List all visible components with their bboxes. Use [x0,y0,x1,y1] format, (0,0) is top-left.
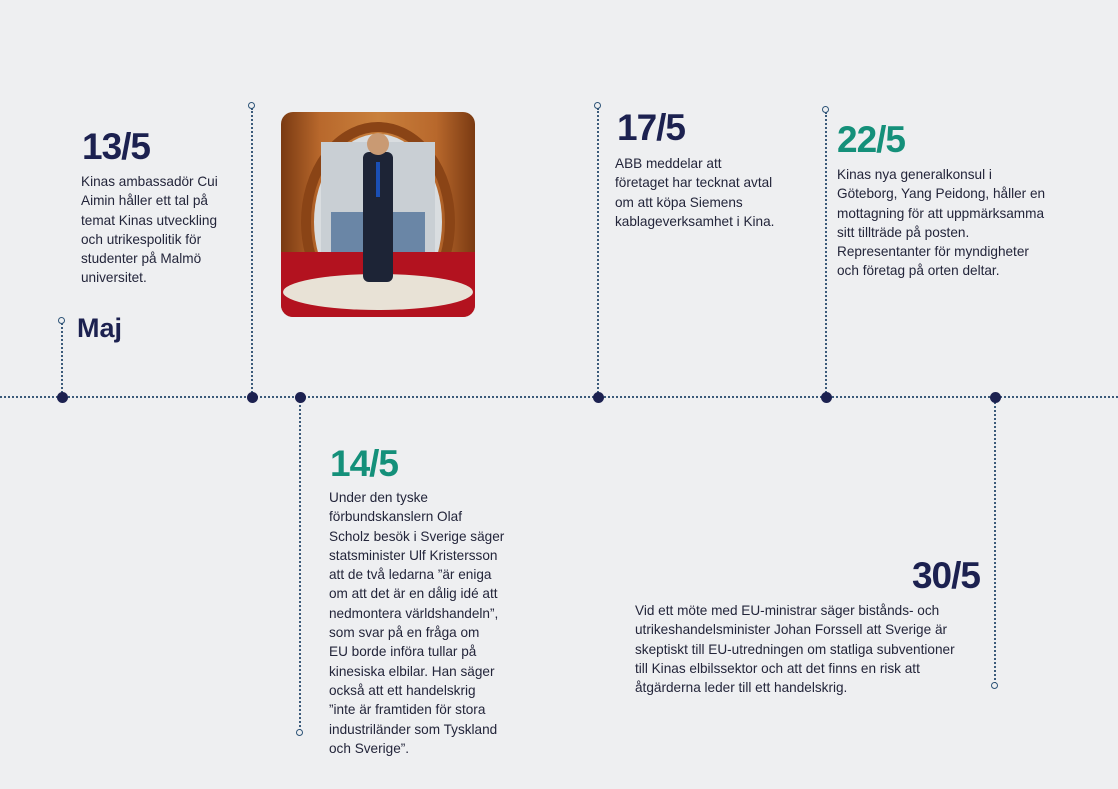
month-label: Maj [77,313,123,343]
timeline-dot [820,391,832,403]
text-line: om att det är en dålig idé att [329,586,498,602]
text-line: industriländer som Tyskland [329,721,498,737]
text-line: skeptiskt till EU-utredningen om statlig… [635,641,955,657]
text-line: förbundskanslern Olaf [329,509,462,525]
connector [994,397,996,684]
marker-ring [822,106,829,113]
event-text: ABB meddelar att företaget har tecknat av… [615,154,774,231]
text-line: kinesiska elbilar. Han säger [329,663,495,679]
event-date: 22/5 [837,119,906,160]
marker-ring [296,729,303,736]
text-line: Kinas ambassadör Cui [81,174,218,189]
text-line: företaget har tecknat avtal [615,175,773,191]
text-line: nedmontera världshandeln”, [329,605,499,621]
text-line: och utrikespolitik för [81,231,202,247]
photo-illustration [281,122,475,317]
text-line: Scholz besök i Sverige säger [329,528,505,544]
text-line: också att ett handelskrig [329,682,476,698]
timeline-dot [592,391,604,403]
connector [251,108,253,397]
timeline-dot [294,391,306,403]
event-text: Vid ett möte med EU-ministrar säger bist… [635,601,955,697]
text-line: studenter på Malmö [81,251,202,267]
text-line: som svar på en fråga om [329,625,480,641]
connector [299,397,301,731]
text-line: kablageverksamhet i Kina. [615,213,775,229]
text-line: åtgärderna leder till ett handelskrig. [635,680,848,696]
marker-ring [594,102,601,109]
text-line: att de två ledarna ”är eniga [329,567,492,583]
text-line: Aimin håller ett tal på [81,193,208,209]
text-line: Göteborg, Yang Peidong, håller en [837,186,1046,202]
text-line: statsminister Ulf Kristersson [329,547,498,563]
timeline-dot [246,391,258,403]
text-line: EU borde införa tullar på [329,644,477,660]
text-line: Vid ett möte med EU-ministrar säger bist… [635,603,940,618]
text-line: universitet. [81,270,147,286]
text-line: sitt tillträde på posten. [837,224,970,240]
event-text: Kinas ambassadör Cui Aimin håller ett tal… [81,172,218,288]
text-line: Kinas nya generalkonsul i [837,167,992,182]
connector [825,112,827,397]
text-line: ”inte är framtiden för stora [329,702,486,718]
marker-ring [248,102,255,109]
text-line: om att köpa Siemens [615,194,743,210]
text-line: och företag på orten deltar. [837,263,1000,279]
text-line: utrikeshandelsminister Johan Forssell at… [635,622,948,638]
text-line: till Kinas elbilssektor och att det finn… [635,660,920,676]
timeline-dot [989,391,1001,403]
text-line: Under den tyske [329,490,428,505]
ambassador-photo [281,112,475,317]
event-date: 30/5 [911,555,981,596]
connector [61,323,63,397]
text-line: ABB meddelar att [615,156,722,171]
marker-ring [58,317,65,324]
text-line: temat Kinas utveckling [81,212,218,228]
timeline-axis [0,396,1118,398]
event-date: 17/5 [617,107,686,148]
text-line: och Sverige”. [329,740,410,756]
text-line: Representanter för myndigheter [837,244,1029,260]
event-date: 14/5 [330,443,399,484]
text-line: mottagning för att uppmärksamma [837,205,1045,221]
event-date: 13/5 [82,126,151,167]
timeline-dot [56,391,68,403]
connector [597,108,599,397]
marker-ring [991,682,998,689]
event-text: Under den tyske förbundskanslern Olaf Scho… [329,488,504,758]
event-text: Kinas nya generalkonsul i Göteborg, Yang … [837,165,1045,281]
